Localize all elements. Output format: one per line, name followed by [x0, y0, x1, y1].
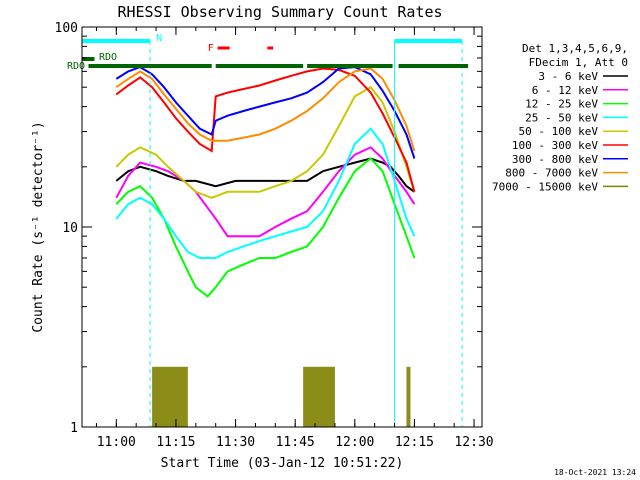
series-line	[115, 67, 416, 152]
legend-label: 50 - 100 keV	[519, 125, 599, 138]
legend-label: 25 - 50 keV	[525, 111, 598, 124]
series-block	[406, 366, 411, 427]
x-tick-label: 11:30	[216, 435, 255, 450]
series-block	[303, 366, 335, 427]
flare-flag-label: F	[208, 43, 214, 54]
series-9	[152, 366, 411, 427]
series-line	[115, 67, 416, 193]
x-tick-label: 12:15	[395, 435, 434, 450]
x-tick-label: 12:30	[454, 435, 493, 450]
rdo-flag-label: RDO	[99, 52, 117, 63]
series-line	[115, 146, 416, 238]
legend-label: 12 - 25 keV	[525, 98, 598, 111]
series-block	[152, 366, 188, 427]
series-6	[115, 67, 416, 193]
x-tick-label: 11:15	[156, 435, 195, 450]
y-tick-label: 10	[62, 221, 78, 236]
legend-label: 100 - 300 keV	[512, 139, 598, 152]
timestamp: 18-Oct-2021 13:24	[554, 468, 636, 477]
series-line	[115, 85, 416, 199]
legend-label: 3 - 6 keV	[538, 70, 598, 83]
legend-label: 800 - 7000 keV	[505, 167, 598, 180]
night-flag-label: N	[156, 33, 162, 44]
x-tick-label: 12:00	[335, 435, 374, 450]
legend: Det 1,3,4,5,6,9, FDecim 1, Att 0 3 - 6 k…	[492, 42, 628, 193]
x-axis-label: Start Time (03-Jan-12 10:51:22)	[161, 456, 404, 471]
series-layer	[115, 65, 416, 427]
axis-layer: 11:00 11:15 11:30 11:45 12:00 12:15 12:30 1 10 10…	[55, 21, 494, 450]
x-tick-label: 11:00	[97, 435, 136, 450]
series-3	[115, 157, 416, 298]
x-tick-label: 11:45	[276, 435, 315, 450]
legend-header-line-1: Det 1,3,4,5,6,9,	[522, 42, 628, 55]
plot-frame	[81, 26, 483, 428]
series-line	[115, 157, 415, 193]
series-2	[115, 146, 416, 238]
series-4	[115, 127, 416, 259]
series-7	[115, 65, 416, 159]
series-8	[115, 67, 416, 152]
legend-header-line-2: FDecim 1, Att 0	[529, 56, 628, 69]
flag-layer: N F RDO RDO	[67, 33, 469, 427]
y-tick-label: 1	[70, 421, 78, 436]
series-line	[115, 127, 416, 259]
y-tick-label: 100	[55, 21, 78, 36]
legend-label: 300 - 800 keV	[512, 153, 598, 166]
y-axis-label: Count Rate (s⁻¹ detector⁻¹)	[31, 121, 46, 332]
series-line	[115, 65, 416, 159]
series-5	[115, 85, 416, 199]
series-line	[115, 157, 416, 298]
series-1	[115, 157, 415, 193]
rdo-flag-label: RDO	[67, 61, 85, 72]
legend-label: 6 - 12 keV	[532, 84, 599, 97]
legend-label: 7000 - 15000 keV	[492, 180, 598, 193]
chart-title: RHESSI Observing Summary Count Rates	[117, 3, 442, 21]
